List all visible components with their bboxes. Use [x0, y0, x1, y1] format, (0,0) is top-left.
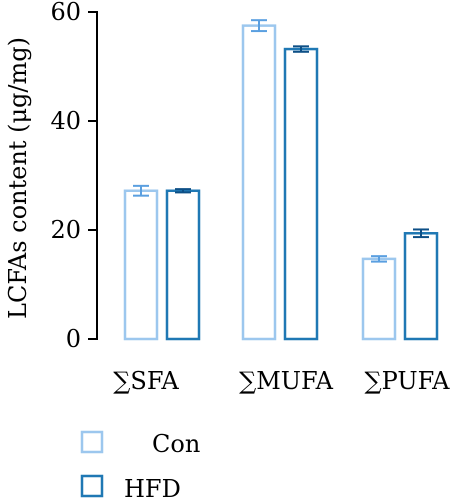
bar-hfd-3: [403, 232, 439, 341]
y-tick-label: 60: [50, 0, 81, 26]
bar-hfd-2: [283, 47, 319, 341]
x-category-label: ∑SFA: [113, 367, 179, 395]
bars: [123, 19, 439, 341]
legend-swatch-hfd: [80, 474, 104, 498]
legend: Con HFD: [80, 430, 200, 500]
error-bar: [371, 255, 387, 263]
x-category-labels: ∑SFA ∑MUFA ∑PUFA: [113, 367, 450, 395]
bar-con-2: [241, 24, 277, 341]
error-bar: [251, 19, 267, 33]
y-tick-label: 20: [50, 216, 81, 244]
legend-swatch-con: [80, 430, 104, 454]
x-category-label: ∑MUFA: [239, 367, 334, 395]
error-bar: [293, 45, 309, 53]
bar-con-1: [123, 189, 159, 341]
error-bar: [133, 184, 149, 197]
x-category-label: ∑PUFA: [365, 367, 451, 395]
bar-hfd-1: [165, 189, 201, 341]
error-bar: [413, 228, 429, 239]
y-axis: 0 20 40 60: [50, 0, 98, 353]
y-tick-label: 40: [50, 107, 81, 135]
bar-con-3: [361, 257, 397, 341]
legend-label-con: Con: [152, 430, 200, 458]
legend-label-hfd: HFD: [124, 475, 181, 500]
y-tick-label: 0: [66, 325, 81, 353]
y-axis-label: LCFAs content (μg/mg): [4, 37, 32, 319]
error-bar: [175, 188, 191, 194]
